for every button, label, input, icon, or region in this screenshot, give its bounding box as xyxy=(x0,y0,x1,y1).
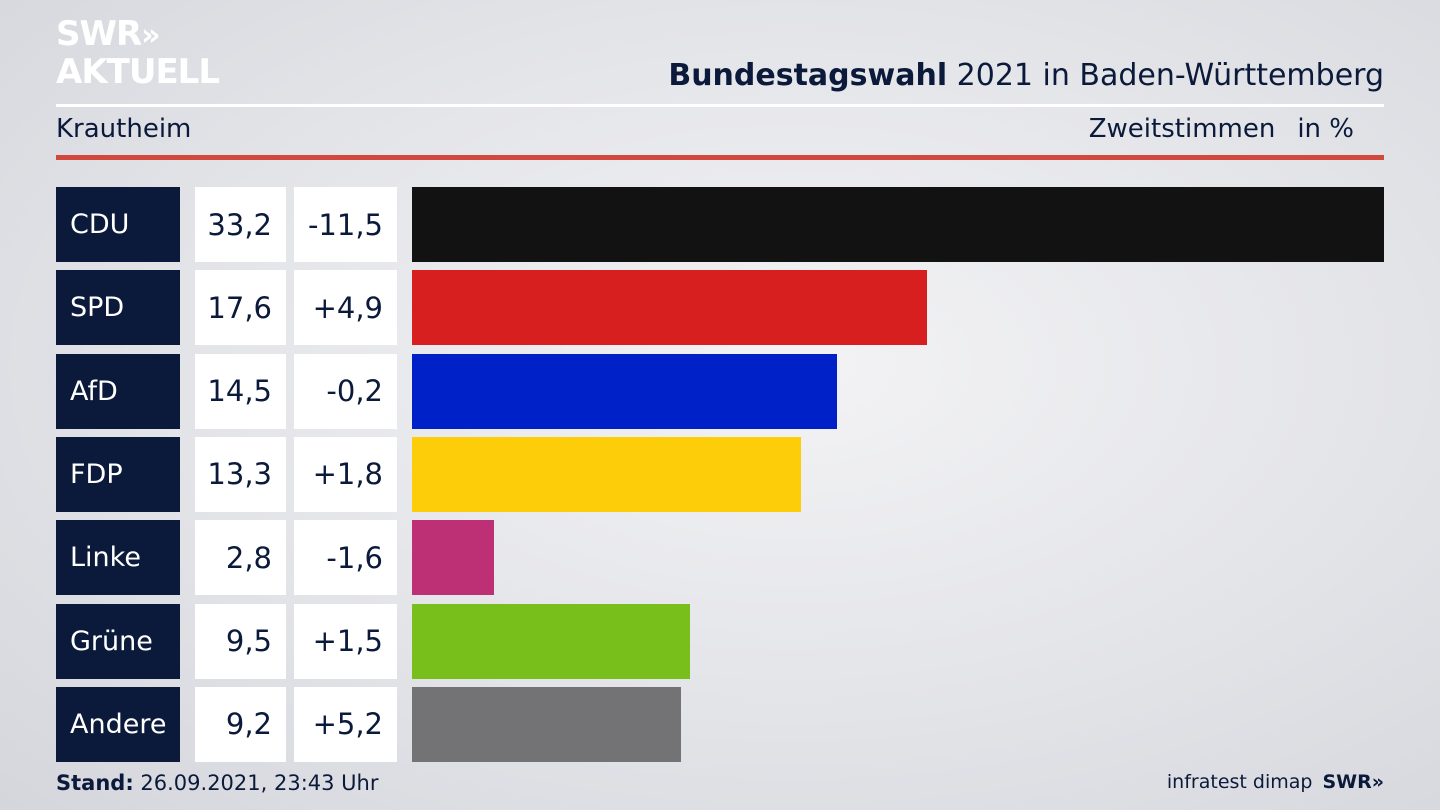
change-label: +5,2 xyxy=(294,686,397,762)
party-label: Grüne xyxy=(56,603,180,679)
change-label: -0,2 xyxy=(294,353,397,429)
value-label: 13,3 xyxy=(195,436,286,512)
bar xyxy=(412,520,494,596)
accent-divider xyxy=(56,155,1384,160)
party-label: SPD xyxy=(56,270,180,346)
timestamp-label: Stand: xyxy=(56,771,134,795)
chart-title: Bundestagswahl 2021 in Baden-Württemberg xyxy=(668,58,1384,93)
value-label: 14,5 xyxy=(195,353,286,429)
bar-row-spd: SPD 17,6 +4,9 xyxy=(56,270,1384,346)
logo-aktuell-text: AKTUELL xyxy=(56,52,220,92)
bar-row-andere: Andere 9,2 +5,2 xyxy=(56,686,1384,762)
value-label: 9,2 xyxy=(195,686,286,762)
chart-title-rest: 2021 in Baden-Württemberg xyxy=(947,58,1384,93)
bar-row-cdu: CDU 33,2 -11,5 xyxy=(56,187,1384,262)
bar xyxy=(412,270,927,346)
logo-swr-text: SWR xyxy=(56,14,142,54)
party-label: Linke xyxy=(56,520,180,596)
bar-row-fdp: FDP 13,3 +1,8 xyxy=(56,436,1384,512)
timestamp-value: 26.09.2021, 23:43 Uhr xyxy=(133,771,379,795)
timestamp: Stand: 26.09.2021, 23:43 Uhr xyxy=(56,771,379,795)
change-label: -1,6 xyxy=(294,520,397,596)
party-label: FDP xyxy=(56,436,180,512)
header-divider xyxy=(56,104,1384,107)
value-label: 33,2 xyxy=(195,187,286,262)
value-label: 17,6 xyxy=(195,270,286,346)
party-label: CDU xyxy=(56,187,180,262)
bar xyxy=(412,187,1384,262)
logo-chevrons-icon: » xyxy=(141,18,161,53)
change-label: +1,5 xyxy=(294,603,397,679)
party-label: Andere xyxy=(56,686,180,762)
source-credit: infratest dimap SWR» xyxy=(1167,771,1384,793)
metric-unit: in % xyxy=(1297,114,1354,144)
value-label: 9,5 xyxy=(195,603,286,679)
chart-subtitle: Krautheim xyxy=(56,114,192,144)
metric-name: Zweitstimmen xyxy=(1088,114,1276,144)
metric-label: Zweitstimmen in % xyxy=(1089,114,1354,144)
bar-row-afd: AfD 14,5 -0,2 xyxy=(56,353,1384,429)
value-label: 2,8 xyxy=(195,520,286,596)
bar xyxy=(412,603,690,679)
bar xyxy=(412,686,681,762)
change-label: +1,8 xyxy=(294,436,397,512)
swr-aktuell-logo: SWR» AKTUELL xyxy=(56,14,220,92)
bar-row-grüne: Grüne 9,5 +1,5 xyxy=(56,603,1384,679)
party-label: AfD xyxy=(56,353,180,429)
bar xyxy=(412,353,837,429)
bar-row-linke: Linke 2,8 -1,6 xyxy=(56,520,1384,596)
source-name: infratest dimap xyxy=(1166,771,1313,793)
change-label: +4,9 xyxy=(294,270,397,346)
change-label: -11,5 xyxy=(294,187,397,262)
source-brand-logo: SWR» xyxy=(1322,771,1384,793)
bar xyxy=(412,436,801,512)
chart-title-bold: Bundestagswahl xyxy=(668,58,948,93)
